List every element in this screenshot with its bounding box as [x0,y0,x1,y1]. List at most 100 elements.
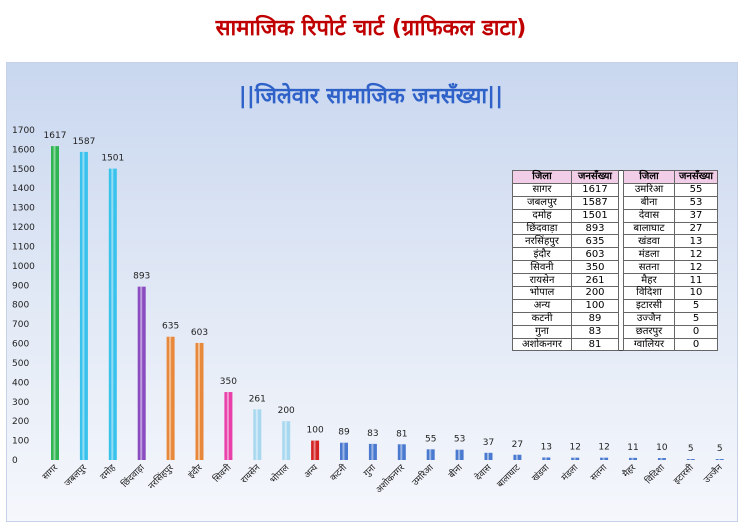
value-label: 1617 [44,131,67,141]
y-tick-label: 1600 [12,145,35,155]
table-row: दमोह 1501 देवास 37 [512,208,718,223]
cell-district: अशोकनगर [512,337,572,352]
bar [368,443,377,460]
y-tick-label: 700 [12,320,29,330]
bar [542,457,551,460]
table-body: सागर 1617 उमरिआ 55 जबलपुर 1587 बीना 53 दमोह 1501 द… [512,182,718,352]
cell-population: 893 [571,221,619,236]
value-label: 10 [656,443,668,453]
bar-highlight [718,459,721,460]
bar-body [600,457,609,460]
bar-highlight [342,442,345,460]
bar-body [686,459,695,460]
x-tick-label: रायसेन [238,461,263,486]
cell-population-2: 0 [674,324,718,339]
cell-population: 1617 [571,182,619,197]
bar-body [455,449,464,460]
value-label: 603 [191,328,208,338]
bar-highlight [458,449,461,460]
bar [629,457,637,460]
bar-highlight [544,457,547,460]
x-tick-label: जबलपुर [63,463,89,489]
cell-population: 81 [571,337,619,352]
value-label: 635 [162,322,179,332]
cell-population-2: 13 [674,234,718,249]
bar-body [542,457,551,460]
header-population-2: जनसँख्या [674,170,718,184]
x-tick-label: मैहर [620,461,638,479]
x-tick-label: गुना [362,463,378,479]
cell-district-2: उमरिआ [623,182,675,197]
bar [715,459,724,460]
bar-body [571,457,580,460]
cell-district: जबलपुर [512,195,572,210]
y-tick-label: 200 [12,417,29,427]
cell-district: सिवनी [512,260,572,275]
table-row: गुना 83 छतरपुर 0 [512,324,718,339]
bar-highlight [573,457,576,460]
cell-population-2: 27 [674,221,718,236]
bar-highlight [602,457,605,460]
bar-highlight [111,168,114,461]
bar-highlight [140,286,143,460]
cell-district: छिंदवाड़ा [512,221,572,236]
bar-body [253,409,262,460]
bar [340,442,348,460]
bar-body [195,342,204,460]
cell-district: भोपाल [512,286,572,300]
bar-highlight [515,454,518,460]
bar-body [108,168,117,461]
header-district-2: जिला [623,170,675,184]
cell-district: नरसिंहपुर [512,234,572,249]
bar-body [629,457,637,460]
cell-district: गुना [512,324,572,339]
cell-district-2: देवास [623,208,675,223]
x-tick-label: सतना [589,463,610,484]
bar [311,440,320,460]
x-tick-label: खंडवा [530,462,552,484]
bar-highlight [82,151,85,460]
cell-population: 603 [571,247,619,262]
table-row: सागर 1617 उमरिआ 55 [512,182,718,197]
value-label: 1587 [72,137,95,147]
cell-district-2: छतरपुर [623,324,675,339]
data-table: जिला जनसँख्या जिला जनसँख्या सागर 1617 उमरि… [512,170,718,352]
cell-population-2: 11 [674,273,718,288]
table-row: नरसिंहपुर 635 खंडवा 13 [512,234,718,249]
table-row: जबलपुर 1587 बीना 53 [512,195,718,210]
bar-highlight [255,409,258,460]
value-label: 100 [307,426,324,436]
table-header-row: जिला जनसँख्या जिला जनसँख्या [512,170,718,184]
bar [51,146,59,461]
value-label: 5 [688,444,694,454]
bar [108,168,117,461]
bar [571,457,580,460]
y-tick-label: 1200 [12,223,35,233]
y-tick-label: 100 [12,437,29,447]
bar-body [426,449,435,460]
y-tick-label: 800 [12,301,29,311]
cell-district-2: खंडवा [623,234,675,249]
x-tick-label: सागर [41,463,60,482]
cell-population: 89 [571,311,619,326]
x-tick-label: बालाघाट [496,463,523,490]
table-row: रायसेन 261 मैहर 11 [512,273,718,288]
cell-population: 1501 [571,208,619,223]
value-label: 55 [425,434,436,444]
table-row: छिंदवाड़ा 893 बालाघाट 27 [512,221,718,236]
x-tick-label: इटारसी [671,461,696,486]
bar [166,336,175,460]
y-tick-label: 900 [12,281,29,291]
bar-body [137,286,146,460]
y-tick-label: 1400 [12,184,35,194]
bar-body [657,458,666,460]
bar [600,457,609,460]
y-tick-label: 1300 [12,204,35,214]
cell-population: 350 [571,260,619,275]
cell-population-2: 55 [674,182,718,197]
x-tick-label: छिंदवाड़ा [119,461,148,490]
value-label: 37 [483,438,494,448]
bar-highlight [313,440,316,460]
bar [397,444,406,460]
value-label: 81 [396,429,407,439]
